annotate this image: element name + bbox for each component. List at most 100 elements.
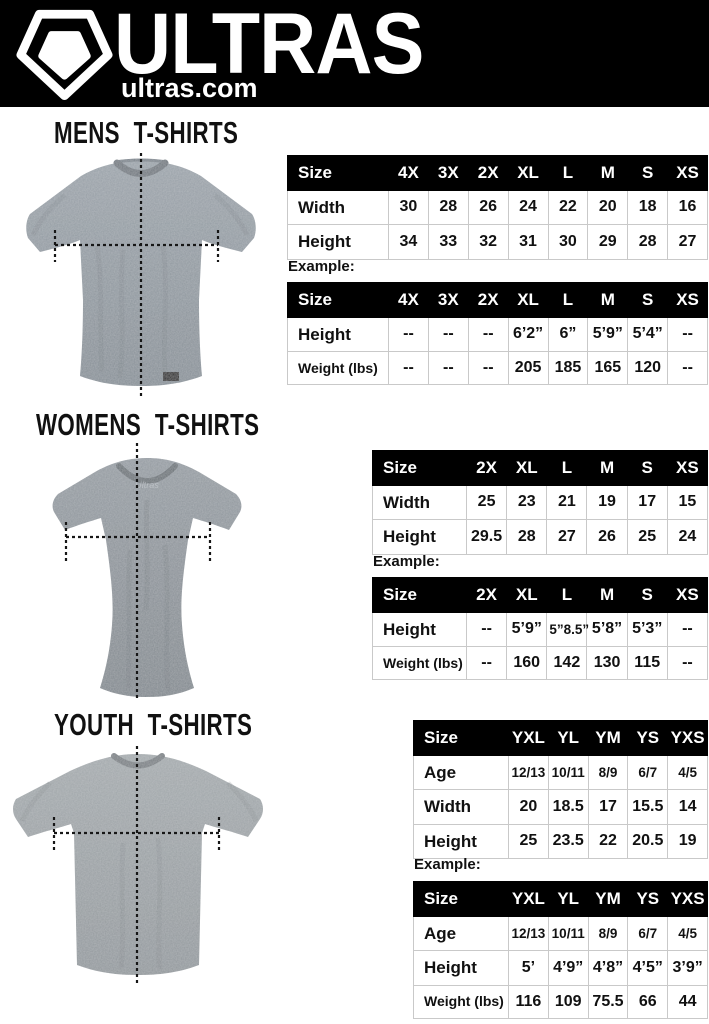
- table-row: Width 20 18.5 17 15.5 14: [413, 789, 708, 825]
- shirt-body: [13, 753, 263, 975]
- table-cell: 160: [506, 646, 548, 681]
- table-header-cell: 2X: [467, 155, 509, 191]
- mens-tshirt-image: [26, 153, 256, 397]
- table-cell: 10/11: [547, 754, 589, 791]
- table-header-cell: L: [546, 577, 588, 613]
- table-header-cell: M: [586, 450, 628, 486]
- table-cell: 4’8”: [587, 950, 629, 986]
- table-header-cell: S: [627, 155, 669, 191]
- womens-tshirt-image: Ultras: [52, 443, 242, 699]
- table-header-cell: S: [626, 577, 668, 613]
- table-header-cell: M: [587, 282, 629, 318]
- table-row: Age 12/13 10/11 8/9 6/7 4/5: [413, 915, 708, 952]
- table-cell: 130: [586, 646, 628, 681]
- table-cell: 5’9”: [506, 611, 548, 648]
- table-cell: 20.5: [627, 823, 669, 860]
- table-cell: --: [427, 316, 469, 353]
- table-cell: --: [667, 316, 708, 353]
- table-row: Width 30 28 26 24 22 20 18 16: [287, 189, 708, 226]
- table-header-cell: L: [546, 450, 588, 486]
- table-header-cell: L: [547, 282, 589, 318]
- measurement-lines: [53, 153, 220, 397]
- table-header-row: Size 4X 3X 2X XL L M S XS: [287, 282, 708, 318]
- table-header-cell: YM: [587, 720, 629, 756]
- table-cell: 6/7: [627, 915, 669, 952]
- table-cell: 15: [666, 484, 709, 521]
- table-cell: 27: [546, 519, 588, 555]
- table-cell: --: [465, 611, 508, 648]
- table-cell: 26: [586, 519, 628, 555]
- table-cell: 165: [587, 351, 629, 386]
- table-cell: 120: [627, 351, 669, 386]
- table-cell: 44: [667, 984, 708, 1020]
- site-url[interactable]: ultras.com: [121, 73, 258, 103]
- table-cell: 5’9”: [587, 316, 629, 353]
- table-header-cell: YS: [627, 881, 669, 917]
- youth-size-table: Size YXL YL YM YS YXS Age 12/13 10/11 8/9 6/7 4/5 Wi…: [413, 720, 708, 860]
- table-header-cell: 3X: [427, 282, 469, 318]
- section-title-youth: YOUTH T-SHIRTS: [54, 707, 253, 742]
- table-cell: --: [667, 351, 708, 386]
- table-row: Age 12/13 10/11 8/9 6/7 4/5: [413, 754, 708, 791]
- table-cell: --: [666, 611, 709, 648]
- site-header: ULTRAS ultras.com: [0, 0, 709, 107]
- row-label: Height: [372, 611, 467, 648]
- table-header-cell: XS: [667, 155, 708, 191]
- table-cell: 23.5: [547, 823, 589, 860]
- table-cell: 15.5: [627, 789, 669, 825]
- table-cell: 27: [667, 224, 708, 260]
- table-cell: 34: [388, 224, 429, 260]
- table-cell: --: [467, 351, 509, 386]
- table-cell: 21: [546, 484, 588, 521]
- table-cell: 17: [587, 789, 629, 825]
- youth-example-table: Size YXL YL YM YS YXS Age 12/13 10/11 8/9 6/7 4/5 He…: [413, 881, 708, 1020]
- table-header-cell: L: [547, 155, 589, 191]
- table-cell: 18: [627, 189, 669, 226]
- table-cell: 33: [427, 224, 469, 260]
- section-title-mens: MENS T-SHIRTS: [54, 115, 239, 150]
- table-header-cell: M: [587, 155, 629, 191]
- row-label: Height: [372, 519, 467, 555]
- table-row: Weight (lbs) 116 109 75.5 66 44: [413, 984, 708, 1020]
- table-header-cell: XS: [667, 282, 708, 318]
- row-label: Height: [413, 823, 509, 860]
- table-header-cell: Size: [287, 282, 389, 318]
- womens-example-table: Size 2X XL L M S XS Height -- 5’9” 5”8.5” 5’8” 5’3” -…: [372, 577, 709, 681]
- table-header-cell: 4X: [388, 155, 429, 191]
- row-label: Weight (lbs): [372, 646, 467, 681]
- table-header-cell: 2X: [465, 577, 508, 613]
- hem-tag: [163, 372, 179, 381]
- table-header-cell: XS: [666, 450, 709, 486]
- row-label: Height: [287, 224, 389, 260]
- table-header-cell: XS: [666, 577, 709, 613]
- table-cell: 19: [667, 823, 708, 860]
- table-header-cell: YXS: [667, 881, 708, 917]
- table-cell: --: [427, 351, 469, 386]
- table-cell: 22: [587, 823, 629, 860]
- table-cell: 4/5: [667, 754, 708, 791]
- row-label: Age: [413, 915, 509, 952]
- table-cell: 6”: [547, 316, 589, 353]
- measurement-lines: [64, 443, 212, 699]
- womens-size-table: Size 2X XL L M S XS Width 25 23 21 19 17 15 Height 29.5…: [372, 450, 709, 555]
- table-header-cell: YL: [547, 720, 589, 756]
- table-header-row: Size YXL YL YM YS YXS: [413, 720, 708, 756]
- table-header-cell: M: [586, 577, 628, 613]
- table-header-cell: Size: [413, 720, 509, 756]
- table-cell: 23: [506, 484, 548, 521]
- table-row: Weight (lbs) -- -- -- 205 185 165 120 --: [287, 351, 708, 386]
- table-cell: 26: [467, 189, 509, 226]
- table-header-row: Size 2X XL L M S XS: [372, 450, 709, 486]
- table-cell: 8/9: [587, 754, 629, 791]
- row-label: Width: [413, 789, 509, 825]
- table-header-cell: YXS: [667, 720, 708, 756]
- table-cell: 4’9”: [547, 950, 589, 986]
- table-cell: 25: [626, 519, 668, 555]
- table-cell: 10/11: [547, 915, 589, 952]
- table-header-cell: Size: [413, 881, 509, 917]
- table-cell: 28: [627, 224, 669, 260]
- table-header-cell: 3X: [427, 155, 469, 191]
- table-row: Height -- 5’9” 5”8.5” 5’8” 5’3” --: [372, 611, 709, 648]
- example-label: Example:: [288, 258, 355, 275]
- table-cell: 16: [667, 189, 708, 226]
